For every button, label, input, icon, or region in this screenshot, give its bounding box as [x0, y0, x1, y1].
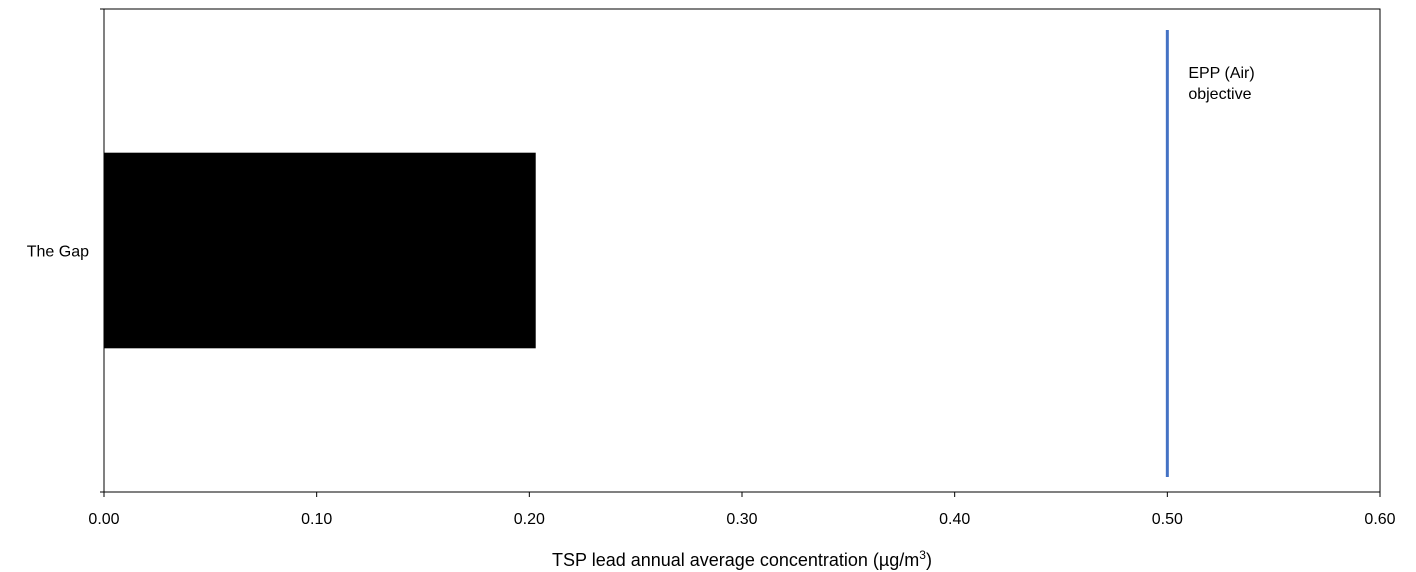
category-label: The Gap [27, 244, 89, 261]
x-tick-label: 0.50 [1152, 511, 1183, 528]
x-tick-label: 0.60 [1364, 511, 1395, 528]
y-axis: The Gap [27, 8, 104, 493]
x-tick-label: 0.10 [301, 511, 332, 528]
x-tick-label: 0.00 [88, 511, 119, 528]
x-tick-label: 0.40 [939, 511, 970, 528]
bar-the-gap [104, 152, 536, 349]
reference-line-label-line: objective [1188, 86, 1251, 103]
x-tick-label: 0.20 [514, 511, 545, 528]
reference-line-label: EPP (Air) objective [1188, 65, 1254, 103]
bars [104, 152, 536, 349]
x-axis-title: TSP lead annual average concentration (µ… [552, 548, 932, 570]
x-tick-label: 0.30 [726, 511, 757, 528]
reference-line-label-line: EPP (Air) [1188, 65, 1254, 82]
reference-line-group: EPP (Air) objective [1165, 30, 1255, 477]
x-axis: 0.00 0.10 0.20 0.30 0.40 0.50 0.60 [88, 492, 1396, 528]
